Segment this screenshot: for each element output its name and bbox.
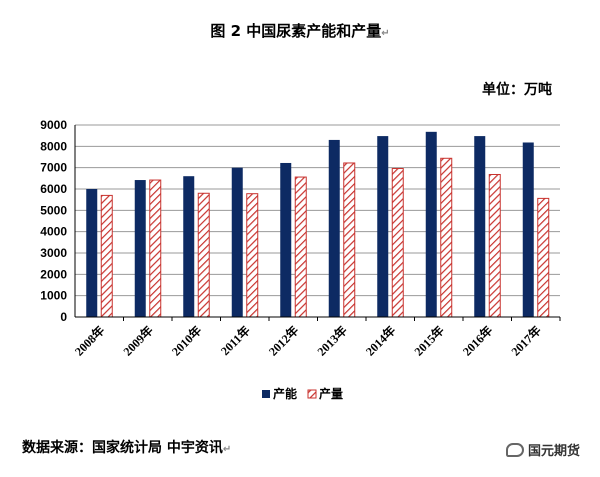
x-tick-label: 2017年 [508, 323, 544, 359]
x-tick-label: 2010年 [168, 323, 204, 359]
y-tick-label: 0 [60, 310, 67, 324]
legend-label: 产能 [273, 386, 297, 401]
grid-lines [75, 124, 560, 297]
bar-capacity [280, 162, 292, 317]
y-tick-label: 5000 [40, 203, 67, 217]
x-tick-label: 2013年 [314, 323, 350, 359]
y-tick-label: 3000 [40, 246, 67, 260]
y-tick-label: 6000 [40, 182, 67, 196]
bar-capacity [522, 142, 534, 317]
x-tick-label: 2012年 [265, 323, 301, 359]
bar-output [100, 194, 113, 318]
y-tick-label: 8000 [40, 139, 67, 153]
brand-watermark: 国元期货 [505, 440, 580, 459]
x-tick-label: 2014年 [362, 323, 398, 359]
bar-output [343, 162, 356, 318]
bar-capacity [86, 189, 98, 317]
legend-swatch [262, 390, 270, 398]
y-tick-label: 1000 [40, 289, 67, 303]
bar-capacity [183, 176, 195, 317]
bars [86, 131, 550, 318]
wechat-icon [505, 442, 524, 457]
bar-capacity [425, 131, 437, 317]
x-tick-label: 2011年 [217, 323, 253, 359]
bar-output [537, 197, 550, 318]
bar-output [197, 192, 210, 318]
unit-label: 单位：万吨 [482, 82, 552, 98]
x-tick-label: 2016年 [459, 323, 495, 359]
y-tick-label: 7000 [40, 161, 67, 175]
bar-output [149, 179, 162, 318]
x-tick-label: 2015年 [411, 323, 447, 359]
y-tick-label: 4000 [40, 225, 67, 239]
bar-capacity [474, 136, 486, 317]
bar-capacity [328, 139, 340, 317]
y-tick-label: 9000 [40, 118, 67, 132]
bar-output [246, 193, 259, 318]
data-source: 数据来源：国家统计局 中宇资讯↵ [22, 440, 232, 456]
chart-title: 图 2 中国尿素产能和产量↵ [210, 22, 390, 40]
bar-output [391, 168, 404, 318]
x-tick-label: 2009年 [120, 323, 156, 359]
bar-output [488, 173, 501, 318]
brand-name: 国元期货 [527, 444, 580, 459]
legend-capacity: 产能 [262, 386, 297, 401]
x-tick-label: 2008年 [71, 323, 107, 359]
bar-output [294, 176, 307, 318]
bar-capacity [134, 180, 146, 317]
bar-output [440, 157, 453, 318]
y-tick-label: 2000 [40, 267, 67, 281]
legend-label: 产量 [319, 386, 343, 401]
bar-capacity [377, 136, 389, 317]
legend: 产能 产量 [262, 386, 343, 401]
bar-capacity [231, 167, 243, 317]
legend-output: 产量 [307, 386, 343, 401]
legend-swatch [307, 389, 317, 399]
